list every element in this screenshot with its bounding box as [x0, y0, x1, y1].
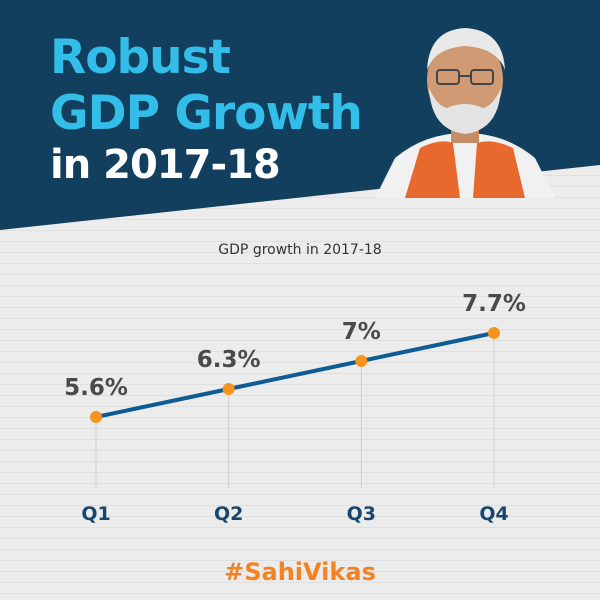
beard-shape: [429, 88, 501, 134]
data-label: 7.7%: [462, 291, 526, 317]
hair-shape: [427, 28, 505, 70]
data-point: [222, 383, 235, 395]
category-label: Q2: [214, 503, 243, 525]
vest-shape: [405, 141, 460, 198]
data-point: [355, 355, 368, 367]
hashtag-label: #SahiVikas: [224, 558, 376, 586]
data-label: 5.6%: [64, 375, 128, 401]
title-line-3: in 2017-18: [50, 142, 281, 188]
data-label: 7%: [342, 319, 381, 345]
category-label: Q3: [347, 503, 376, 525]
face-shape: [427, 34, 503, 126]
series-line: [95, 331, 495, 419]
title-line-2: GDP Growth: [50, 86, 363, 141]
title-line-1: Robust: [50, 30, 231, 85]
data-label: 6.3%: [197, 347, 261, 373]
data-point: [488, 327, 500, 339]
chart-title: GDP growth in 2017-18: [218, 242, 382, 258]
data-point: [90, 411, 102, 423]
category-label: Q1: [81, 503, 110, 525]
vest-shape-right: [473, 141, 525, 198]
person-portrait-icon: [375, 28, 555, 198]
category-label: Q4: [479, 503, 508, 525]
